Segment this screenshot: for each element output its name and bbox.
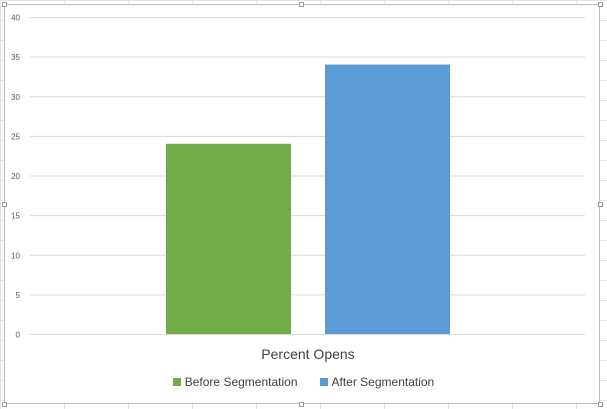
chart-frame[interactable] — [4, 4, 600, 404]
resize-handle-bottom-left[interactable] — [2, 402, 7, 407]
legend-label-before: Before Segmentation — [184, 375, 298, 389]
bar-after-segmentation[interactable] — [325, 64, 450, 335]
bar-before-segmentation[interactable] — [166, 143, 291, 334]
y-tick-label-25: 25 — [11, 132, 20, 141]
category-label: Percent Opens — [261, 346, 354, 362]
legend[interactable]: Before Segmentation After Segmentation — [0, 375, 607, 389]
resize-handle-middle-right[interactable] — [598, 202, 603, 207]
legend-item-after[interactable]: After Segmentation — [319, 375, 435, 389]
resize-handle-top-left[interactable] — [2, 2, 7, 7]
y-tick-label-0: 0 — [16, 331, 21, 340]
y-tick-label-5: 5 — [16, 291, 21, 300]
resize-handle-bottom-center[interactable] — [299, 402, 304, 407]
resize-handle-top-center[interactable] — [299, 2, 304, 7]
y-tick-label-10: 10 — [11, 251, 20, 260]
resize-handle-top-right[interactable] — [598, 2, 603, 7]
legend-label-after: After Segmentation — [331, 375, 435, 389]
y-tick-label-35: 35 — [11, 53, 20, 62]
resize-handle-bottom-right[interactable] — [598, 402, 603, 407]
resize-handle-middle-left[interactable] — [2, 202, 7, 207]
legend-item-before[interactable]: Before Segmentation — [172, 375, 298, 389]
y-tick-label-15: 15 — [11, 212, 20, 221]
y-tick-label-40: 40 — [11, 14, 20, 23]
y-tick-label-20: 20 — [11, 172, 20, 181]
legend-swatch-before — [172, 378, 181, 386]
y-tick-label-30: 30 — [11, 93, 20, 102]
legend-swatch-after — [319, 378, 328, 386]
